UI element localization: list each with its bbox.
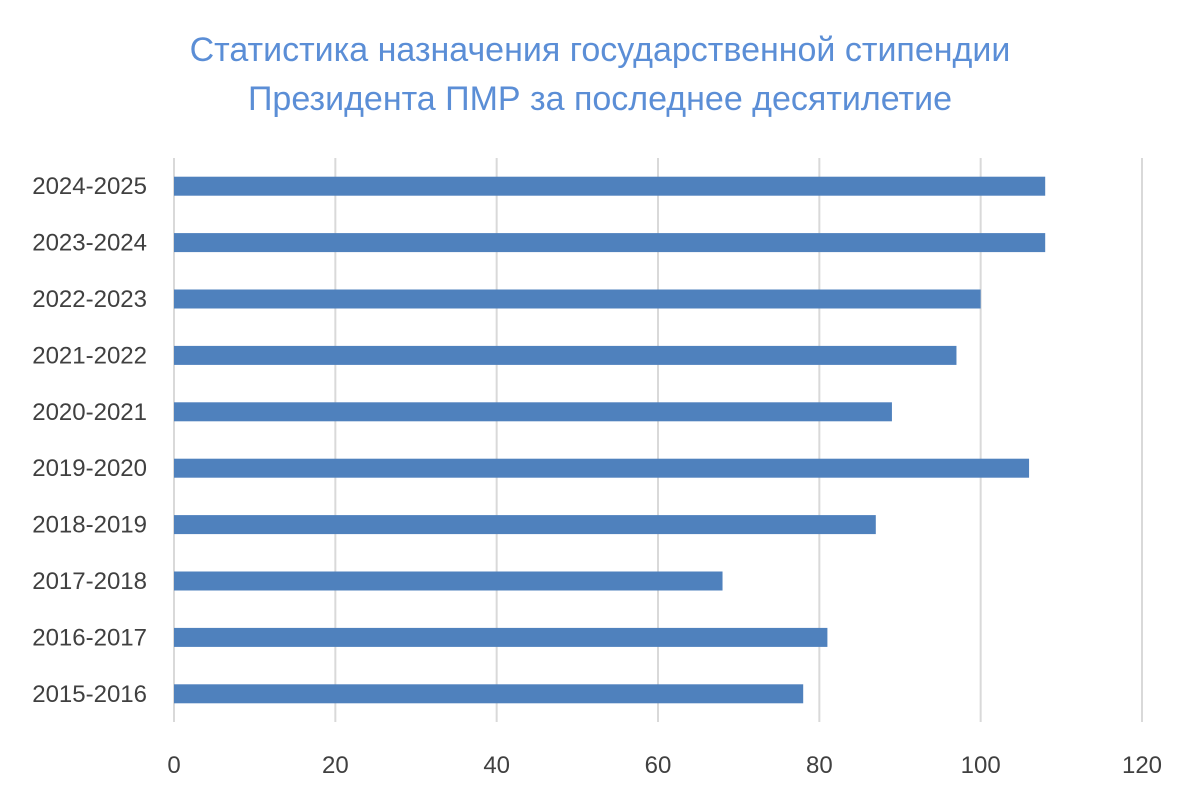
bar-2019-2020: [174, 458, 1030, 478]
chart-title: Статистика назначения государственной ст…: [0, 26, 1200, 124]
chart-title-line-2: Президента ПМР за последнее десятилетие: [247, 80, 952, 118]
category-label: 2021-2022: [32, 342, 147, 369]
bar-2015-2016: [174, 684, 804, 704]
bar-2021-2022: [174, 345, 957, 365]
x-tick-label: 0: [167, 752, 180, 779]
category-label: 2018-2019: [32, 512, 147, 539]
bar-2016-2017: [174, 627, 828, 647]
x-tick-label: 100: [961, 752, 1001, 779]
x-tick-labels: 0 20 40 60 80 100 120: [167, 752, 1162, 779]
bar-2023-2024: [174, 233, 1046, 253]
bar-2017-2018: [174, 571, 723, 591]
category-label: 2019-2020: [32, 455, 147, 482]
x-tick-label: 80: [806, 752, 833, 779]
x-tick-label: 60: [645, 752, 672, 779]
x-tick-label: 40: [483, 752, 510, 779]
category-labels: 2015-2016 2016-2017 2017-2018 2018-2019 2019…: [32, 173, 147, 708]
category-label: 2024-2025: [32, 173, 147, 200]
category-label: 2015-2016: [32, 681, 147, 708]
category-label: 2022-2023: [32, 286, 147, 313]
bar-2024-2025: [174, 176, 1046, 196]
category-label: 2017-2018: [32, 568, 147, 595]
category-label: 2020-2021: [32, 399, 147, 426]
bars: [174, 176, 1046, 704]
bar-2020-2021: [174, 402, 892, 422]
bar-2018-2019: [174, 515, 876, 535]
x-tick-label: 120: [1122, 752, 1162, 779]
bar-2022-2023: [174, 289, 981, 309]
category-label: 2016-2017: [32, 624, 147, 651]
category-label: 2023-2024: [32, 230, 147, 257]
chart-title-line-1: Статистика назначения государственной ст…: [189, 31, 1011, 69]
x-tick-label: 20: [322, 752, 349, 779]
